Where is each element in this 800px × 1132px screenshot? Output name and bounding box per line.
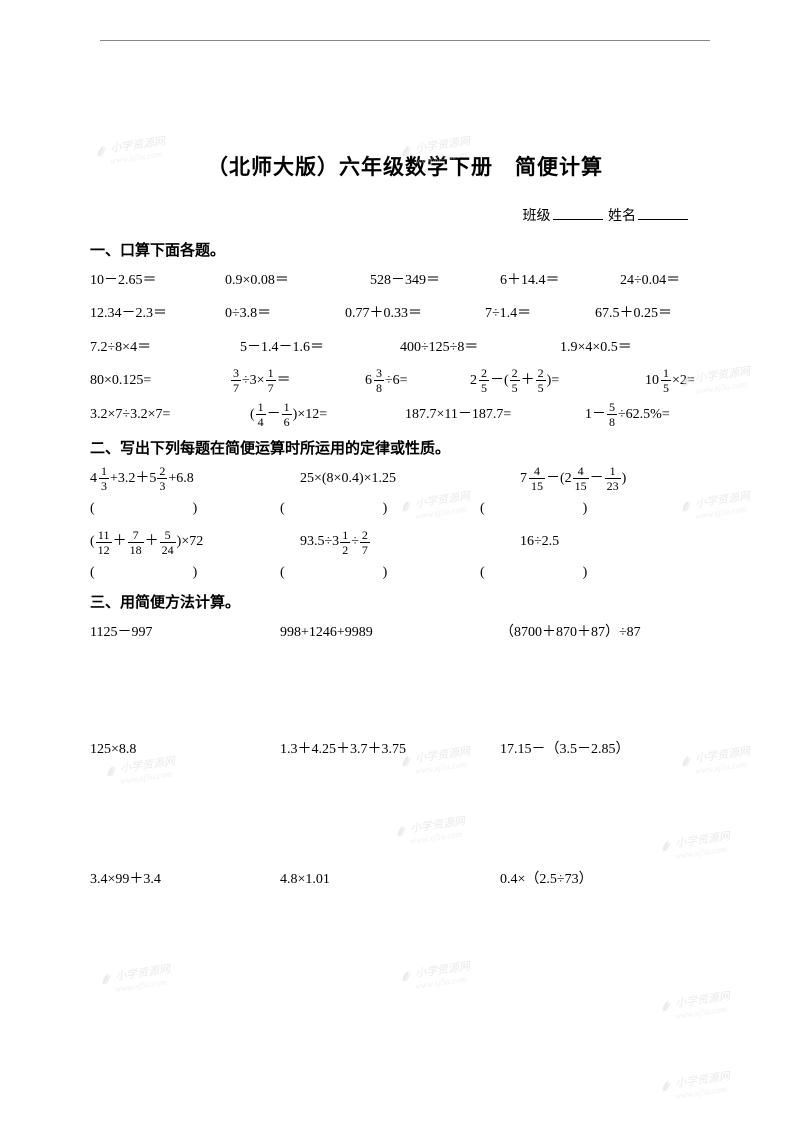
s2-row-1: 413+3.2＋523+6.8 25×(8×0.4)×1.25 7415－(24… [90, 464, 720, 493]
expr: 7.2÷8×4＝ [90, 333, 220, 362]
expr: 37÷3×17＝ [230, 366, 345, 395]
s1-row-4: 80×0.125= 37÷3×17＝ 638÷6= 225－(25＋25)= 1… [90, 366, 720, 395]
expr: 16÷2.5 [520, 527, 559, 556]
fraction: 58 [607, 401, 617, 428]
expr: 17.15－（3.5－2.85） [500, 735, 630, 764]
fraction: 14 [256, 401, 266, 428]
expr: 1.9×4×0.5＝ [560, 333, 632, 362]
answer-paren[interactable]: ( ) [90, 497, 280, 517]
s2-paren-1: ( ) ( ) ( ) [90, 497, 720, 517]
expr: 0.9×0.08＝ [225, 266, 350, 295]
class-label: 班级 [523, 209, 551, 224]
s1-row-5: 3.2×7÷3.2×7= (14－16)×12= 187.7×11－187.7=… [90, 400, 720, 429]
s3-row-2: 125×8.8 1.3＋4.25＋3.7＋3.75 17.15－（3.5－2.8… [90, 735, 720, 764]
expr: 1.3＋4.25＋3.7＋3.75 [280, 735, 480, 764]
fraction: 123 [605, 465, 621, 492]
fraction: 37 [231, 367, 241, 394]
s1-row-3: 7.2÷8×4＝ 5－1.4－1.6＝ 400÷125÷8＝ 1.9×4×0.5… [90, 333, 720, 362]
expr: 24÷0.04＝ [620, 266, 680, 295]
title-part-b: 简便计算 [515, 155, 603, 179]
fraction: 718 [128, 529, 144, 556]
name-line: 班级 姓名 [90, 205, 720, 225]
expr: 225－(25＋25)= [470, 366, 625, 395]
s2-row-2: (1112＋718＋524)×72 93.5÷312÷27 16÷2.5 [90, 527, 720, 556]
answer-paren[interactable]: ( ) [280, 497, 480, 517]
fraction: 25 [536, 367, 546, 394]
watermark: 小学资源网www.xj5u.com [659, 1070, 733, 1103]
s3-row-3: 3.4×99＋3.4 4.8×1.01 0.4×（2.5÷73） [90, 865, 720, 894]
expr: 998+1246+9989 [280, 618, 480, 647]
expr: 3.2×7÷3.2×7= [90, 400, 230, 429]
expr: 413+3.2＋523+6.8 [90, 464, 280, 493]
section-1-head: 一、口算下面各题。 [90, 239, 720, 260]
expr: 93.5÷312÷27 [300, 527, 500, 556]
name-label: 姓名 [608, 209, 636, 224]
section-3-head: 三、用简便方法计算。 [90, 591, 720, 612]
expr: 4.8×1.01 [280, 865, 480, 894]
expr: 25×(8×0.4)×1.25 [300, 464, 500, 493]
expr: 0÷3.8＝ [225, 299, 325, 328]
fraction: 25 [510, 367, 520, 394]
fraction: 25 [479, 367, 489, 394]
title-part-a: （北师大版）六年级数学下册 [207, 155, 493, 179]
fraction: 1112 [96, 529, 112, 556]
fraction: 17 [266, 367, 276, 394]
watermark: 小学资源网www.xj5u.com [399, 960, 473, 993]
expr: （8700＋870＋87）÷87 [500, 618, 641, 647]
expr: 3.4×99＋3.4 [90, 865, 260, 894]
class-blank[interactable] [553, 206, 603, 220]
fraction: 15 [661, 367, 671, 394]
expr: (1112＋718＋524)×72 [90, 527, 280, 556]
expr: 125×8.8 [90, 735, 260, 764]
answer-paren[interactable]: ( ) [480, 561, 587, 581]
watermark: 小学资源网www.xj5u.com [394, 815, 468, 848]
expr: 638÷6= [365, 366, 450, 395]
answer-paren[interactable]: ( ) [280, 561, 480, 581]
s2-paren-2: ( ) ( ) ( ) [90, 561, 720, 581]
watermark: 小学资源网www.xj5u.com [659, 830, 733, 863]
fraction: 524 [160, 529, 176, 556]
expr: 10－2.65＝ [90, 266, 205, 295]
fraction: 23 [157, 465, 167, 492]
watermark: 小学资源网www.xj5u.com [99, 963, 173, 996]
answer-paren[interactable]: ( ) [480, 497, 587, 517]
fraction: 27 [360, 529, 370, 556]
expr: 7415－(2415－123) [520, 464, 626, 493]
expr: (14－16)×12= [250, 400, 385, 429]
expr: 12.34－2.3＝ [90, 299, 205, 328]
expr: 0.4×（2.5÷73） [500, 865, 593, 894]
fraction: 415 [529, 465, 545, 492]
page-top-rule [100, 40, 710, 41]
expr: 1015×2= [645, 366, 695, 395]
expr: 80×0.125= [90, 366, 210, 395]
expr: 528－349＝ [370, 266, 480, 295]
expr: 400÷125÷8＝ [400, 333, 540, 362]
expr: 67.5＋0.25＝ [595, 299, 672, 328]
expr: 1125－997 [90, 618, 260, 647]
expr: 1－58÷62.5%= [585, 400, 670, 429]
expr: 7÷1.4＝ [485, 299, 575, 328]
s1-row-2: 12.34－2.3＝ 0÷3.8＝ 0.77＋0.33＝ 7÷1.4＝ 67.5… [90, 299, 720, 328]
answer-paren[interactable]: ( ) [90, 561, 280, 581]
fraction: 12 [340, 529, 350, 556]
expr: 5－1.4－1.6＝ [240, 333, 380, 362]
section-2-head: 二、写出下列每题在简便运算时所运用的定律或性质。 [90, 437, 720, 458]
fraction: 415 [573, 465, 589, 492]
fraction: 38 [374, 367, 384, 394]
expr: 6＋14.4＝ [500, 266, 600, 295]
expr: 187.7×11－187.7= [405, 400, 565, 429]
expr: 0.77＋0.33＝ [345, 299, 465, 328]
s1-row-1: 10－2.65＝ 0.9×0.08＝ 528－349＝ 6＋14.4＝ 24÷0… [90, 266, 720, 295]
name-blank[interactable] [638, 206, 688, 220]
fraction: 16 [282, 401, 292, 428]
watermark: 小学资源网www.xj5u.com [659, 990, 733, 1023]
page-title: （北师大版）六年级数学下册简便计算 [90, 151, 720, 181]
s3-row-1: 1125－997 998+1246+9989 （8700＋870＋87）÷87 [90, 618, 720, 647]
fraction: 13 [99, 465, 109, 492]
